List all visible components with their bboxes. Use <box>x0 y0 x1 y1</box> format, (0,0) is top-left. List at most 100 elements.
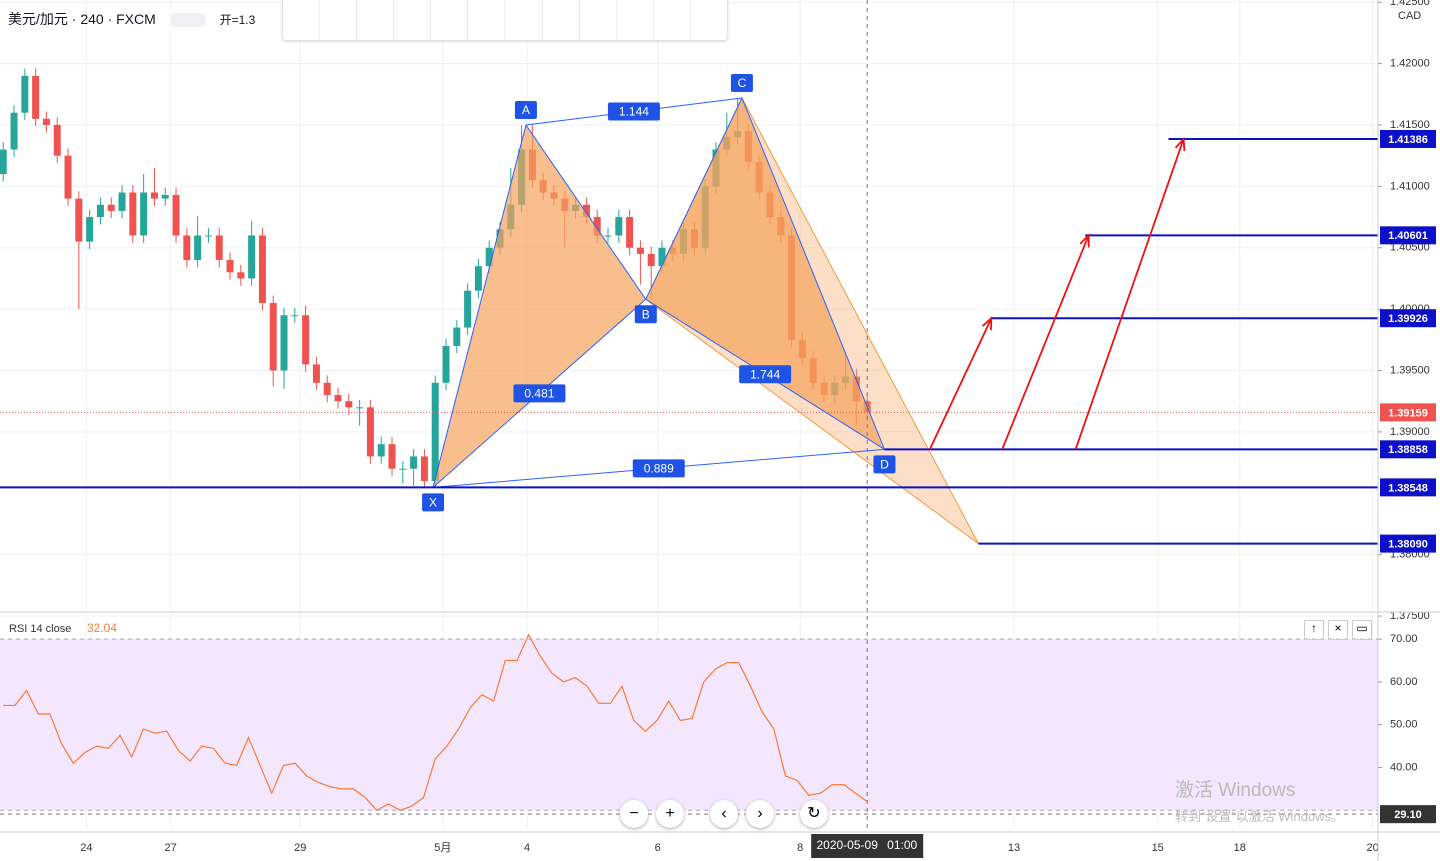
candle-body <box>21 75 29 113</box>
pane-buttons: ↑ × ▭ <box>1304 620 1372 640</box>
pane-up[interactable]: ↑ <box>1304 620 1324 640</box>
candle-body <box>485 247 493 267</box>
candle-body <box>302 315 310 365</box>
candle-body <box>150 192 158 199</box>
candle-body <box>258 235 266 303</box>
candle-body <box>399 468 407 470</box>
arrow <box>1001 233 1090 450</box>
candle-body <box>32 75 40 119</box>
tool[interactable] <box>394 0 432 40</box>
zoom-out[interactable]: − <box>620 800 648 828</box>
x-tick-label: 27 <box>165 842 177 854</box>
candle-body <box>431 382 439 481</box>
candle-body <box>183 235 191 261</box>
x-tick-label: 4 <box>524 842 530 854</box>
tool[interactable] <box>543 0 580 40</box>
tool[interactable] <box>468 0 506 40</box>
point-marker <box>514 100 537 119</box>
candle-body <box>53 124 61 156</box>
ratio-label: 1.144 <box>619 105 649 119</box>
x-tick-label: 13 <box>1008 842 1020 854</box>
y-tick-label: 1.39000 <box>1390 426 1430 438</box>
y-tick-label: 50.00 <box>1390 719 1418 731</box>
tool[interactable] <box>654 0 691 40</box>
candle-body <box>658 247 666 267</box>
y-tick-label: 1.41000 <box>1390 180 1430 192</box>
candle-body <box>226 260 234 273</box>
candle-body <box>593 217 601 236</box>
candle-body <box>626 217 634 248</box>
point-label: X <box>429 496 437 510</box>
candle-body <box>161 194 169 199</box>
candle-body <box>86 217 94 242</box>
ratio-box <box>739 365 792 384</box>
point-marker <box>422 493 445 512</box>
point-marker <box>873 455 896 474</box>
rsi-line <box>3 633 868 812</box>
header: 美元/加元 · 240 · FXCM 开=1.3 <box>8 9 255 29</box>
candle-body <box>334 395 342 402</box>
candle-body <box>615 217 623 236</box>
level-label-box <box>1380 440 1436 459</box>
last-price-label-box <box>1380 403 1436 422</box>
zoom-controls: − + ‹ › ↻ <box>620 800 828 828</box>
candle-body <box>280 315 288 371</box>
pattern-edge <box>645 97 743 300</box>
tool[interactable] <box>283 0 321 40</box>
tool[interactable] <box>431 0 469 40</box>
candle-body <box>204 235 212 237</box>
x-tick-label: 5月 <box>434 842 451 854</box>
candle-body <box>172 194 180 236</box>
scroll-left[interactable]: ‹ <box>710 800 738 828</box>
candle-body <box>453 327 461 346</box>
candle-body <box>410 456 418 469</box>
crosshair-date: 2020-05-09 <box>816 838 878 852</box>
crosshair-clock: 01:00 <box>887 838 917 852</box>
candle-body <box>269 302 277 371</box>
zoom-in[interactable]: + <box>656 800 684 828</box>
ratio-box <box>513 384 566 403</box>
level-label: 1.38090 <box>1388 539 1428 551</box>
tool[interactable] <box>691 0 727 40</box>
candle-body <box>237 272 245 279</box>
level-label-box <box>1380 309 1436 328</box>
point-label: D <box>880 457 889 471</box>
candle-body <box>96 204 104 218</box>
reset[interactable]: ↻ <box>800 800 828 828</box>
last-price-label: 1.39159 <box>1388 407 1428 419</box>
y-tick-label: 1.41500 <box>1390 119 1430 131</box>
x-tick-label: 24 <box>80 842 92 854</box>
candle-body <box>604 235 612 237</box>
symbol: 美元/加元 · 240 · FXCM <box>8 11 156 27</box>
y-tick-label: 40.00 <box>1390 761 1418 773</box>
candle-body <box>388 444 396 469</box>
x-tick-label: 8 <box>797 842 803 854</box>
candle-body <box>291 315 299 317</box>
candle-body <box>107 204 115 211</box>
ratio-label: 1.744 <box>750 367 780 381</box>
pane-close[interactable]: × <box>1328 620 1348 640</box>
arrow <box>929 316 993 450</box>
drawing-toolbar <box>282 0 728 41</box>
tool[interactable] <box>580 0 617 40</box>
candle-body <box>248 235 256 279</box>
ratio-label: 0.481 <box>524 387 554 401</box>
tool[interactable] <box>505 0 543 40</box>
tool[interactable] <box>357 0 395 40</box>
scroll-right[interactable]: › <box>746 800 774 828</box>
toggle[interactable] <box>169 13 206 28</box>
crosshair-value: 29.10 <box>1394 809 1422 821</box>
point-label: B <box>642 307 650 321</box>
ratio-box <box>632 459 685 478</box>
candle-body <box>345 401 353 408</box>
tool[interactable] <box>320 0 358 40</box>
candle-body <box>64 155 72 199</box>
level-label-box <box>1380 534 1436 553</box>
candle-body <box>474 266 482 291</box>
x-tick-label: 6 <box>655 842 661 854</box>
pattern-edge <box>525 124 647 300</box>
pane-max[interactable]: ▭ <box>1352 620 1372 640</box>
candle-body <box>118 192 126 211</box>
tool[interactable] <box>617 0 654 40</box>
point-label: A <box>522 103 530 117</box>
